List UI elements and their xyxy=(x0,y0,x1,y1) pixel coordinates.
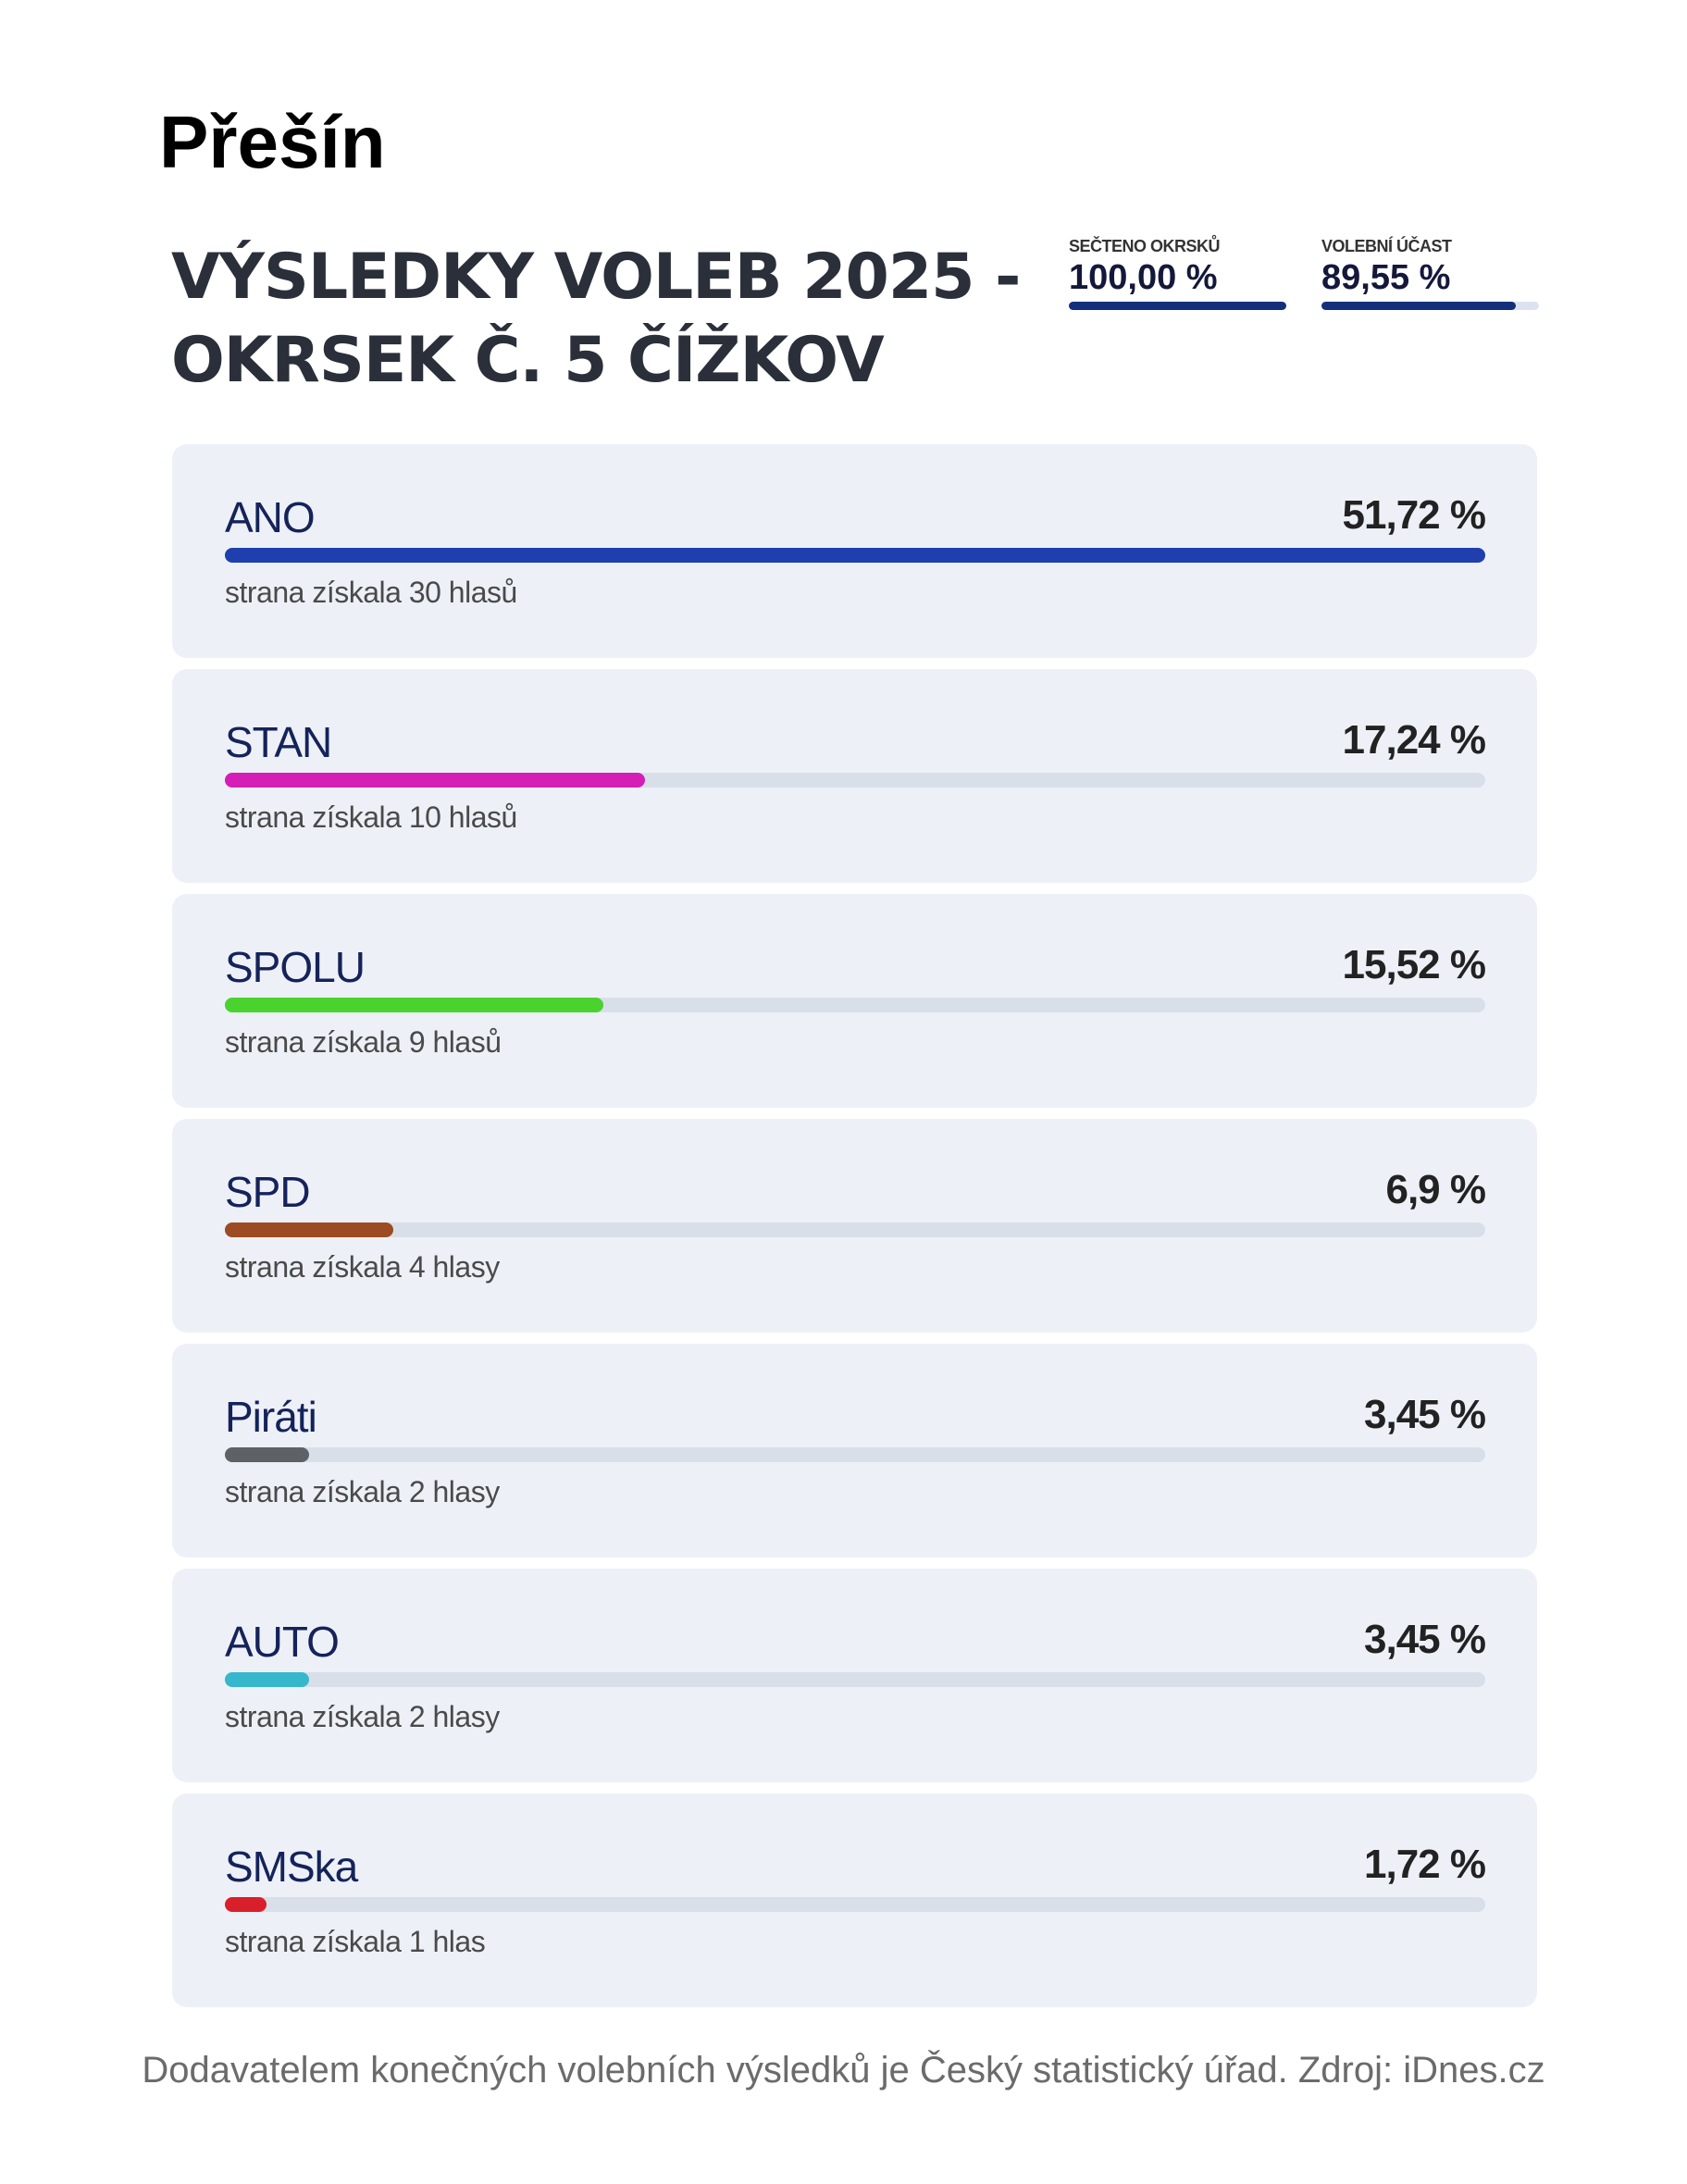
party-votes: strana získala 2 hlasy xyxy=(225,1700,500,1733)
party-bar-fill xyxy=(225,548,1485,563)
stat-turnout: VOLEBNÍ ÚČAST 89,55 % xyxy=(1321,237,1539,310)
stat-progress-track xyxy=(1069,302,1286,310)
party-bar-fill xyxy=(225,1447,309,1462)
heading-line-1: VÝSLEDKY VOLEB 2025 - xyxy=(171,241,1021,314)
party-bar-fill xyxy=(225,1222,393,1237)
party-bar-track xyxy=(225,1447,1485,1462)
party-card: STAN 17,24 % strana získala 10 hlasů xyxy=(172,669,1537,883)
party-card: Piráti 3,45 % strana získala 2 hlasy xyxy=(172,1344,1537,1557)
party-bar-fill xyxy=(225,1897,267,1912)
party-name: SPD xyxy=(225,1168,311,1216)
party-card: SMSka 1,72 % strana získala 1 hlas xyxy=(172,1793,1537,2007)
stat-progress-track xyxy=(1321,302,1539,310)
source-footer: Dodavatelem konečných volebních výsledků… xyxy=(142,2050,1545,2091)
party-name: SMSka xyxy=(225,1843,358,1891)
stat-progress-fill xyxy=(1069,302,1286,310)
party-card: AUTO 3,45 % strana získala 2 hlasy xyxy=(172,1569,1537,1782)
party-votes: strana získala 10 hlasů xyxy=(225,800,517,834)
party-bar-track xyxy=(225,1897,1485,1912)
party-card: SPD 6,9 % strana získala 4 hlasy xyxy=(172,1119,1537,1333)
party-name: ANO xyxy=(225,493,316,541)
place-title: Přešín xyxy=(159,101,386,183)
party-card: SPOLU 15,52 % strana získala 9 hlasů xyxy=(172,894,1537,1108)
results-list: ANO 51,72 % strana získala 30 hlasů STAN 17… xyxy=(172,444,1537,2018)
party-percent: 51,72 % xyxy=(1342,492,1486,538)
party-percent: 1,72 % xyxy=(1364,1842,1486,1887)
party-name: AUTO xyxy=(225,1618,340,1666)
party-card: ANO 51,72 % strana získala 30 hlasů xyxy=(172,444,1537,658)
page-heading: VÝSLEDKY VOLEB 2025 - OKRSEK Č. 5 ČÍŽKOV xyxy=(171,236,1021,403)
party-percent: 3,45 % xyxy=(1364,1392,1486,1437)
party-votes: strana získala 4 hlasy xyxy=(225,1250,500,1284)
party-votes: strana získala 2 hlasy xyxy=(225,1475,500,1508)
party-bar-track xyxy=(225,773,1485,788)
party-percent: 15,52 % xyxy=(1342,942,1486,987)
party-bar-fill xyxy=(225,998,603,1012)
party-bar-fill xyxy=(225,773,645,788)
party-votes: strana získala 9 hlasů xyxy=(225,1025,502,1059)
stat-label: VOLEBNÍ ÚČAST xyxy=(1321,237,1452,255)
party-bar-track xyxy=(225,1222,1485,1237)
stat-value: 100,00 % xyxy=(1069,258,1218,297)
party-percent: 17,24 % xyxy=(1342,717,1486,763)
party-percent: 3,45 % xyxy=(1364,1617,1486,1662)
party-name: STAN xyxy=(225,718,332,766)
party-bar-track xyxy=(225,548,1485,563)
stat-progress-fill xyxy=(1321,302,1517,310)
party-name: Piráti xyxy=(225,1393,317,1441)
stat-value: 89,55 % xyxy=(1321,258,1451,297)
party-bar-track xyxy=(225,998,1485,1012)
stat-counted-districts: SEČTENO OKRSKŮ 100,00 % xyxy=(1069,237,1286,310)
party-bar-track xyxy=(225,1672,1485,1687)
party-percent: 6,9 % xyxy=(1385,1167,1486,1212)
party-votes: strana získala 30 hlasů xyxy=(225,576,517,609)
party-votes: strana získala 1 hlas xyxy=(225,1925,486,1958)
party-name: SPOLU xyxy=(225,943,366,991)
party-bar-fill xyxy=(225,1672,309,1687)
heading-line-2: OKRSEK Č. 5 ČÍŽKOV xyxy=(171,324,885,397)
stat-label: SEČTENO OKRSKŮ xyxy=(1069,237,1221,255)
